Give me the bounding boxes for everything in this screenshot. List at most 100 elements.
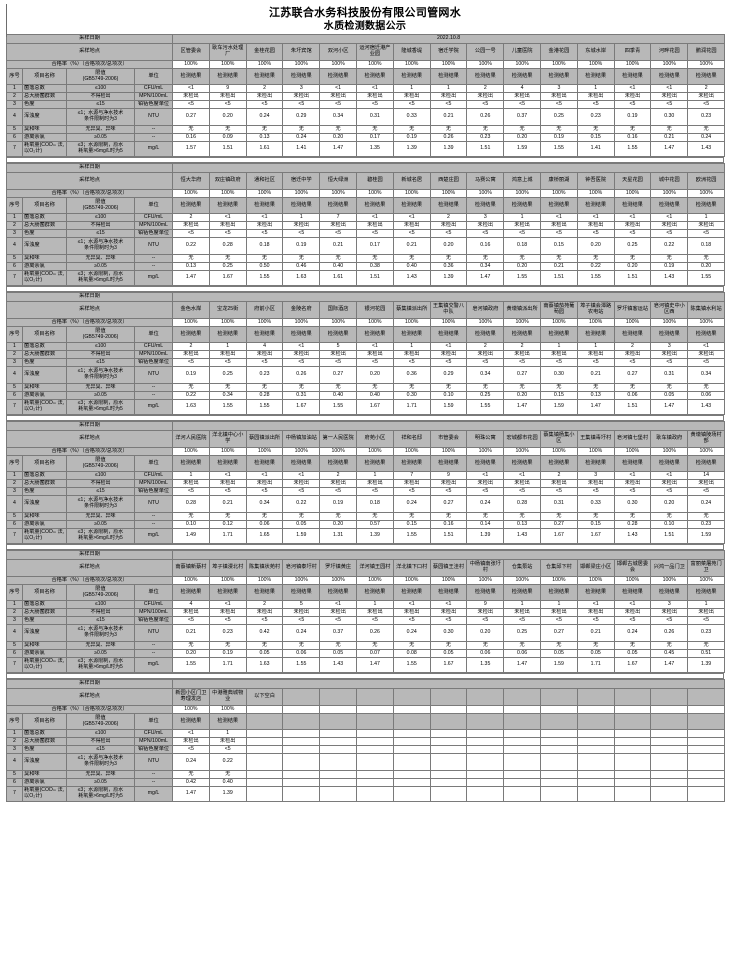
location-header[interactable]: 城中花园	[650, 172, 689, 190]
result-value: <1	[208, 471, 247, 480]
location-header[interactable]: 洋北镇下口村	[392, 559, 431, 577]
location-header[interactable]: 宿迁学院	[429, 43, 468, 61]
location-header[interactable]	[503, 688, 541, 706]
location-header[interactable]	[356, 688, 394, 706]
location-header[interactable]: 天星花园	[613, 172, 652, 190]
location-header[interactable]: 金色水岸	[172, 301, 210, 319]
location-header[interactable]: 金桂花园	[245, 43, 284, 61]
result-value: 1.43	[687, 141, 726, 157]
location-header[interactable]: 黄墩镇派出所	[503, 301, 541, 319]
location-header[interactable]: 儿童医院	[503, 43, 541, 61]
location-header[interactable]: 双河小区	[319, 43, 357, 61]
location-header[interactable]: 明珠公寓	[466, 430, 505, 448]
location-header[interactable]: 皂河镇政府	[466, 301, 505, 319]
location-header[interactable]: 朱圩宾馆	[282, 43, 321, 61]
location-header[interactable]: 运河宿迁港产业园	[356, 43, 394, 61]
result-value: 0.27	[319, 366, 357, 384]
location-header[interactable]: 公园一号	[466, 43, 505, 61]
location-header[interactable]: 皂河镇泰圩村	[282, 559, 321, 577]
location-header[interactable]: 仓集泵站	[503, 559, 541, 577]
row-number: 5	[6, 383, 23, 392]
location-header[interactable]: 金港花园	[539, 43, 578, 61]
location-header[interactable]: 河畔花园	[650, 43, 689, 61]
location-header[interactable]: 富丽菜屠苑门卫	[687, 559, 726, 577]
location-header[interactable]: 鹏润花园	[687, 43, 726, 61]
location-header[interactable]: 南蔡镇茄苑葡萄园	[539, 301, 578, 319]
location-header[interactable]: 区管委会	[172, 43, 210, 61]
location-header[interactable]: 恒大绿洲	[319, 172, 357, 190]
location-header[interactable]: 祥和名邸	[392, 430, 431, 448]
location-header[interactable]	[319, 688, 357, 706]
location-header[interactable]: 邯郸梁庄小区	[576, 559, 615, 577]
location-header[interactable]: 皂河镇七堡村	[613, 430, 652, 448]
location-header[interactable]: 南蔡镇新蔡村	[172, 559, 210, 577]
location-header[interactable]: 第一人民医院	[319, 430, 357, 448]
location-header[interactable]: 四季青	[613, 43, 652, 61]
location-header[interactable]: 银河花园	[356, 301, 394, 319]
location-header[interactable]: 蔡园镇派出所	[245, 430, 284, 448]
result-value: 无	[356, 125, 394, 134]
location-header[interactable]	[466, 688, 505, 706]
location-header[interactable]: 恒大华府	[172, 172, 210, 190]
location-header[interactable]: 府苑小区	[356, 430, 394, 448]
location-header[interactable]: 埠子镇会潭路农电站	[576, 301, 615, 319]
location-header[interactable]: 以下空白	[245, 688, 284, 706]
location-header[interactable]: 通和社区	[245, 172, 284, 190]
location-header[interactable]: 市管委会	[429, 430, 468, 448]
location-header[interactable]: 罗圩镇客运站	[613, 301, 652, 319]
location-header[interactable]	[539, 688, 578, 706]
result-value: 无	[503, 383, 541, 392]
location-header[interactable]: 中港雅典城物业	[208, 688, 247, 706]
location-header[interactable]: 金陵名府	[282, 301, 321, 319]
location-header[interactable]: 耿车污水处理厂	[208, 43, 247, 61]
location-header[interactable]: 陈集镇水利站	[687, 301, 726, 319]
location-header[interactable]: 宏城都市花园	[503, 430, 541, 448]
location-header[interactable]: 碧桂园	[356, 172, 394, 190]
location-header[interactable]	[576, 688, 615, 706]
location-header[interactable]: 中杨镇加油站	[282, 430, 321, 448]
location-header[interactable]: 康桥丽湖	[539, 172, 578, 190]
location-header[interactable]: 洋河镇王园村	[356, 559, 394, 577]
location-header[interactable]: 新城名居	[392, 172, 431, 190]
location-header[interactable]	[282, 688, 321, 706]
location-header[interactable]	[650, 688, 689, 706]
location-header[interactable]: 钟吾医院	[576, 172, 615, 190]
location-header[interactable]: 陈集镇状苑村	[245, 559, 284, 577]
location-header[interactable]: 东城水岸	[576, 43, 615, 61]
result-value: <5	[282, 100, 321, 109]
location-header[interactable]: 王集镇交警八中队	[429, 301, 468, 319]
result-value: 1.55	[576, 270, 615, 286]
location-header[interactable]: 洋河人民医院	[172, 430, 210, 448]
result-value: 0.30	[429, 624, 468, 642]
location-header[interactable]: 隆城香堤	[392, 43, 431, 61]
location-header[interactable]	[613, 688, 652, 706]
location-header[interactable]	[429, 688, 468, 706]
location-header[interactable]: 宝龙25街	[208, 301, 247, 319]
location-header[interactable]: 中杨镇南张圩村	[466, 559, 505, 577]
location-header[interactable]: 王集镇毒圩村	[576, 430, 615, 448]
location-header[interactable]: 蔡集镇杨集小区	[539, 430, 578, 448]
location-header[interactable]: 宿迁中学	[282, 172, 321, 190]
pass-rate-value: 100%	[245, 447, 284, 456]
location-header[interactable]	[392, 688, 431, 706]
location-header[interactable]: 蔡园镇王洼村	[429, 559, 468, 577]
location-header[interactable]: 欧洲花园	[687, 172, 726, 190]
location-header[interactable]: 新园小区门卫寿理发店	[172, 688, 210, 706]
location-header[interactable]: 国际酒店	[319, 301, 357, 319]
location-header[interactable]	[687, 688, 726, 706]
location-header[interactable]: 兴鸿一品门卫	[650, 559, 689, 577]
location-header[interactable]: 双庄镇政府	[208, 172, 247, 190]
location-header[interactable]: 蔡集镇派出所	[392, 301, 431, 319]
location-header[interactable]: 府前小区	[245, 301, 284, 319]
location-header[interactable]: 埠子镇漫北村	[208, 559, 247, 577]
location-header[interactable]: 洋北镇中心小学	[208, 430, 247, 448]
location-header[interactable]: 鸿意上城	[503, 172, 541, 190]
location-header[interactable]: 马赛公寓	[466, 172, 505, 190]
location-header[interactable]: 耿车镇政府	[650, 430, 689, 448]
location-header[interactable]: 西楚庄园	[429, 172, 468, 190]
location-header[interactable]: 仓集邱下村	[539, 559, 578, 577]
location-header[interactable]: 罗圩镇黄庄	[319, 559, 357, 577]
location-header[interactable]: 邯郸古城居委会	[613, 559, 652, 577]
location-header[interactable]: 皂河镇史中小区西	[650, 301, 689, 319]
location-header[interactable]: 黄墩镇陵场村部	[687, 430, 726, 448]
